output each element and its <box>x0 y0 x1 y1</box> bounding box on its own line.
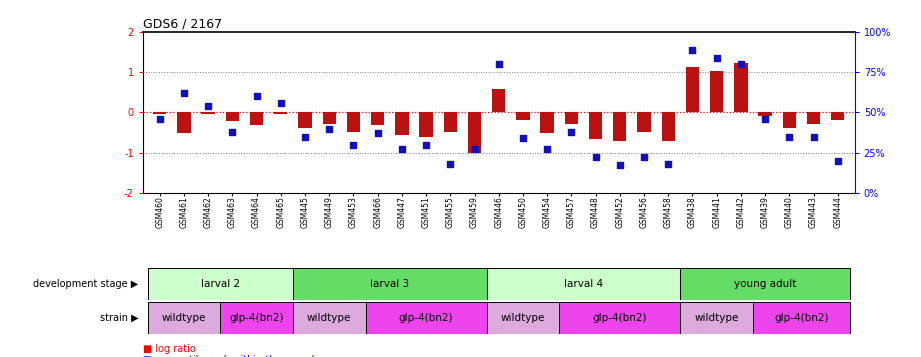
Text: wildtype: wildtype <box>307 313 352 323</box>
Bar <box>559 302 681 334</box>
Bar <box>565 112 578 124</box>
Bar <box>444 112 457 132</box>
Point <box>516 135 530 141</box>
Bar <box>322 112 336 124</box>
Point <box>152 116 167 122</box>
Bar <box>153 112 167 114</box>
Bar <box>220 302 293 334</box>
Text: wildtype: wildtype <box>501 313 545 323</box>
Bar <box>758 112 772 116</box>
Bar <box>783 112 796 128</box>
Bar <box>541 112 554 133</box>
Bar <box>807 112 821 124</box>
Bar <box>147 268 293 300</box>
Text: wildtype: wildtype <box>694 313 739 323</box>
Point <box>177 90 192 96</box>
Bar <box>589 112 602 139</box>
Bar <box>613 112 626 141</box>
Point <box>274 100 288 106</box>
Point <box>733 61 748 67</box>
Point <box>661 161 676 167</box>
Bar <box>366 302 486 334</box>
Bar <box>293 302 366 334</box>
Bar <box>147 302 220 334</box>
Bar <box>347 112 360 132</box>
Text: strain ▶: strain ▶ <box>99 313 138 323</box>
Bar <box>831 112 845 120</box>
Bar <box>492 89 506 112</box>
Point <box>297 134 312 139</box>
Bar <box>661 112 675 141</box>
Bar <box>681 268 850 300</box>
Point <box>467 146 482 152</box>
Bar <box>753 302 850 334</box>
Point <box>831 158 845 164</box>
Bar <box>710 71 723 112</box>
Point <box>782 134 797 139</box>
Point <box>589 155 603 160</box>
Text: larval 3: larval 3 <box>370 279 409 289</box>
Bar <box>681 302 753 334</box>
Text: glp-4(bn2): glp-4(bn2) <box>592 313 647 323</box>
Point <box>612 162 627 168</box>
Text: GDS6 / 2167: GDS6 / 2167 <box>143 18 222 31</box>
Point <box>321 126 336 131</box>
Text: wildtype: wildtype <box>162 313 206 323</box>
Bar <box>734 64 748 112</box>
Point <box>806 134 821 139</box>
Bar <box>486 302 559 334</box>
Text: glp-4(bn2): glp-4(bn2) <box>775 313 829 323</box>
Text: glp-4(bn2): glp-4(bn2) <box>229 313 284 323</box>
Text: young adult: young adult <box>734 279 797 289</box>
Text: ■ percentile rank within the sample: ■ percentile rank within the sample <box>143 355 321 357</box>
Point <box>492 61 507 67</box>
Point <box>225 129 239 135</box>
Point <box>540 146 554 152</box>
Bar <box>395 112 409 135</box>
Text: larval 4: larval 4 <box>564 279 603 289</box>
Bar <box>298 112 311 128</box>
Bar <box>686 67 699 112</box>
Text: development stage ▶: development stage ▶ <box>33 279 138 289</box>
Point <box>370 130 385 136</box>
Point <box>250 94 264 99</box>
Text: glp-4(bn2): glp-4(bn2) <box>399 313 453 323</box>
Bar <box>371 112 384 125</box>
Point <box>346 142 361 147</box>
Bar <box>419 112 433 137</box>
Point <box>685 47 700 52</box>
Bar <box>293 268 486 300</box>
Point <box>419 142 434 147</box>
Bar <box>637 112 650 132</box>
Point <box>394 146 409 152</box>
Text: larval 2: larval 2 <box>201 279 239 289</box>
Point <box>636 155 651 160</box>
Point <box>443 161 458 167</box>
Bar <box>274 112 287 114</box>
Point <box>758 116 773 122</box>
Point <box>564 129 578 135</box>
Bar <box>486 268 681 300</box>
Bar <box>202 112 215 114</box>
Point <box>201 103 216 109</box>
Bar <box>250 112 263 125</box>
Bar <box>468 112 481 154</box>
Bar <box>517 112 530 120</box>
Bar <box>177 112 191 133</box>
Text: ■ log ratio: ■ log ratio <box>143 344 195 354</box>
Point <box>709 55 724 61</box>
Bar <box>226 112 239 121</box>
